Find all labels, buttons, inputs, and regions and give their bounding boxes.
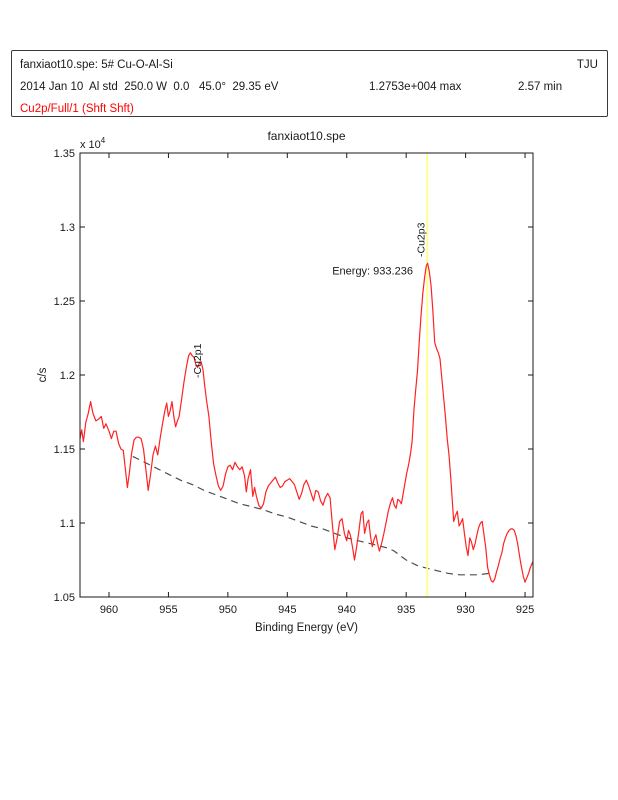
- energy-annotation: Energy: 933.236: [332, 266, 413, 278]
- x-tick-label: 930: [456, 604, 474, 616]
- y-tick-label: 1.05: [54, 592, 75, 604]
- header-line-1: fanxiaot10.spe: 5# Cu-O-Al-Si TJU: [12, 58, 607, 72]
- region-label: Cu2p/Full/1 (Shft Shft): [20, 103, 134, 115]
- x-tick-label: 925: [516, 604, 534, 616]
- y-axis-label: c/s: [37, 367, 49, 382]
- y-tick-label: 1.35: [54, 148, 75, 160]
- header-box: fanxiaot10.spe: 5# Cu-O-Al-Si TJU 2014 J…: [11, 50, 608, 117]
- peak-label-1: -Cu2p1: [192, 343, 204, 378]
- chart-title: fanxiaot10.spe: [267, 129, 345, 143]
- y-tick-label: 1.1: [60, 518, 75, 530]
- header-line-3: Cu2p/Full/1 (Shft Shft): [12, 102, 607, 116]
- x-axis-label: Binding Energy (eV): [255, 622, 358, 634]
- max-counts-label: 1.2753e+004 max: [369, 81, 462, 93]
- header-line-2: 2014 Jan 10 Al std 250.0 W 0.0 45.0° 29.…: [12, 80, 607, 94]
- spectrum-curve: [79, 262, 534, 583]
- acquisition-info: 2014 Jan 10 Al std 250.0 W 0.0 45.0° 29.…: [20, 81, 279, 93]
- y-axis-multiplier: x 104: [80, 136, 106, 151]
- duration-label: 2.57 min: [518, 81, 563, 93]
- peak-label-2: -Cu2p3: [416, 222, 428, 257]
- plot-border: [79, 152, 534, 598]
- x-tick-label: 945: [278, 604, 296, 616]
- spectrum-chart: fanxiaot10.spe x 104 960 955 950 945 940 935 930…: [37, 129, 534, 634]
- y-tick-label: 1.25: [54, 296, 75, 308]
- chart-area: fanxiaot10.spe x 104 960 955 950 945 940 935 930…: [0, 125, 618, 665]
- x-tick-label: 935: [397, 604, 415, 616]
- x-tick-label: 950: [219, 604, 237, 616]
- file-title: fanxiaot10.spe: 5# Cu-O-Al-Si: [20, 59, 173, 71]
- x-tick-label: 940: [338, 604, 356, 616]
- x-tick-label: 960: [100, 604, 118, 616]
- y-tick-label: 1.3: [60, 222, 75, 234]
- y-tick-label: 1.2: [60, 370, 75, 382]
- background-curve: [132, 455, 491, 576]
- y-tick-label: 1.15: [54, 444, 75, 456]
- institution-label: TJU: [576, 59, 598, 71]
- x-tick-label: 955: [159, 604, 177, 616]
